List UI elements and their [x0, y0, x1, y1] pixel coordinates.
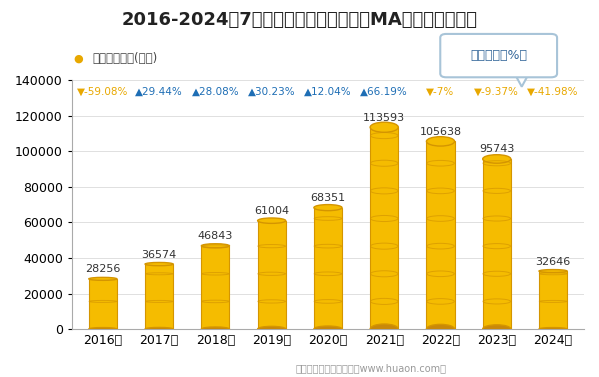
Text: ▼-9.37%: ▼-9.37% — [474, 87, 519, 97]
Ellipse shape — [258, 326, 286, 332]
Ellipse shape — [483, 325, 511, 333]
Text: 46843: 46843 — [198, 231, 233, 241]
Text: 36574: 36574 — [141, 250, 177, 260]
Bar — [539, 271, 567, 329]
Bar — [370, 127, 398, 329]
Text: 95743: 95743 — [479, 144, 515, 155]
Bar — [314, 208, 342, 329]
Text: ▲66.19%: ▲66.19% — [361, 87, 408, 97]
Text: ▲28.08%: ▲28.08% — [192, 87, 239, 97]
Text: 28256: 28256 — [85, 264, 120, 274]
Text: ▼-59.08%: ▼-59.08% — [77, 87, 129, 97]
Text: 61004: 61004 — [254, 206, 289, 216]
Ellipse shape — [483, 155, 511, 163]
Text: ▲12.04%: ▲12.04% — [304, 87, 352, 97]
Ellipse shape — [89, 277, 117, 280]
Text: 期货成交金额(亿元): 期货成交金额(亿元) — [93, 52, 158, 65]
Text: ▼-7%: ▼-7% — [426, 87, 455, 97]
Text: 105638: 105638 — [419, 127, 462, 137]
Ellipse shape — [201, 244, 229, 248]
Ellipse shape — [539, 270, 567, 273]
Bar — [426, 141, 455, 329]
Text: 113593: 113593 — [363, 113, 406, 123]
Text: ●: ● — [73, 54, 83, 63]
Bar — [145, 264, 173, 329]
Text: ▼-41.98%: ▼-41.98% — [527, 87, 579, 97]
Ellipse shape — [258, 218, 286, 224]
Text: 同比增速（%）: 同比增速（%） — [470, 49, 527, 62]
Text: 制图：华经产业研究院（www.huaon.com）: 制图：华经产业研究院（www.huaon.com） — [296, 363, 447, 373]
Ellipse shape — [145, 328, 173, 331]
Ellipse shape — [314, 205, 342, 211]
Text: ▲29.44%: ▲29.44% — [135, 87, 183, 97]
Ellipse shape — [370, 324, 398, 334]
Ellipse shape — [370, 122, 398, 132]
Text: 68351: 68351 — [310, 193, 346, 203]
Bar — [201, 246, 229, 329]
Bar — [483, 159, 511, 329]
Ellipse shape — [89, 328, 117, 331]
Text: 2016-2024年7月郑州商品交易所甲醇（MA）期货成交金额: 2016-2024年7月郑州商品交易所甲醇（MA）期货成交金额 — [122, 11, 477, 29]
Ellipse shape — [426, 324, 455, 334]
Ellipse shape — [539, 328, 567, 331]
Text: ▲30.23%: ▲30.23% — [248, 87, 295, 97]
Ellipse shape — [314, 326, 342, 332]
Ellipse shape — [426, 137, 455, 146]
Ellipse shape — [201, 327, 229, 331]
Bar — [258, 221, 286, 329]
Bar — [89, 279, 117, 329]
Ellipse shape — [145, 262, 173, 266]
Text: 32646: 32646 — [536, 257, 571, 267]
